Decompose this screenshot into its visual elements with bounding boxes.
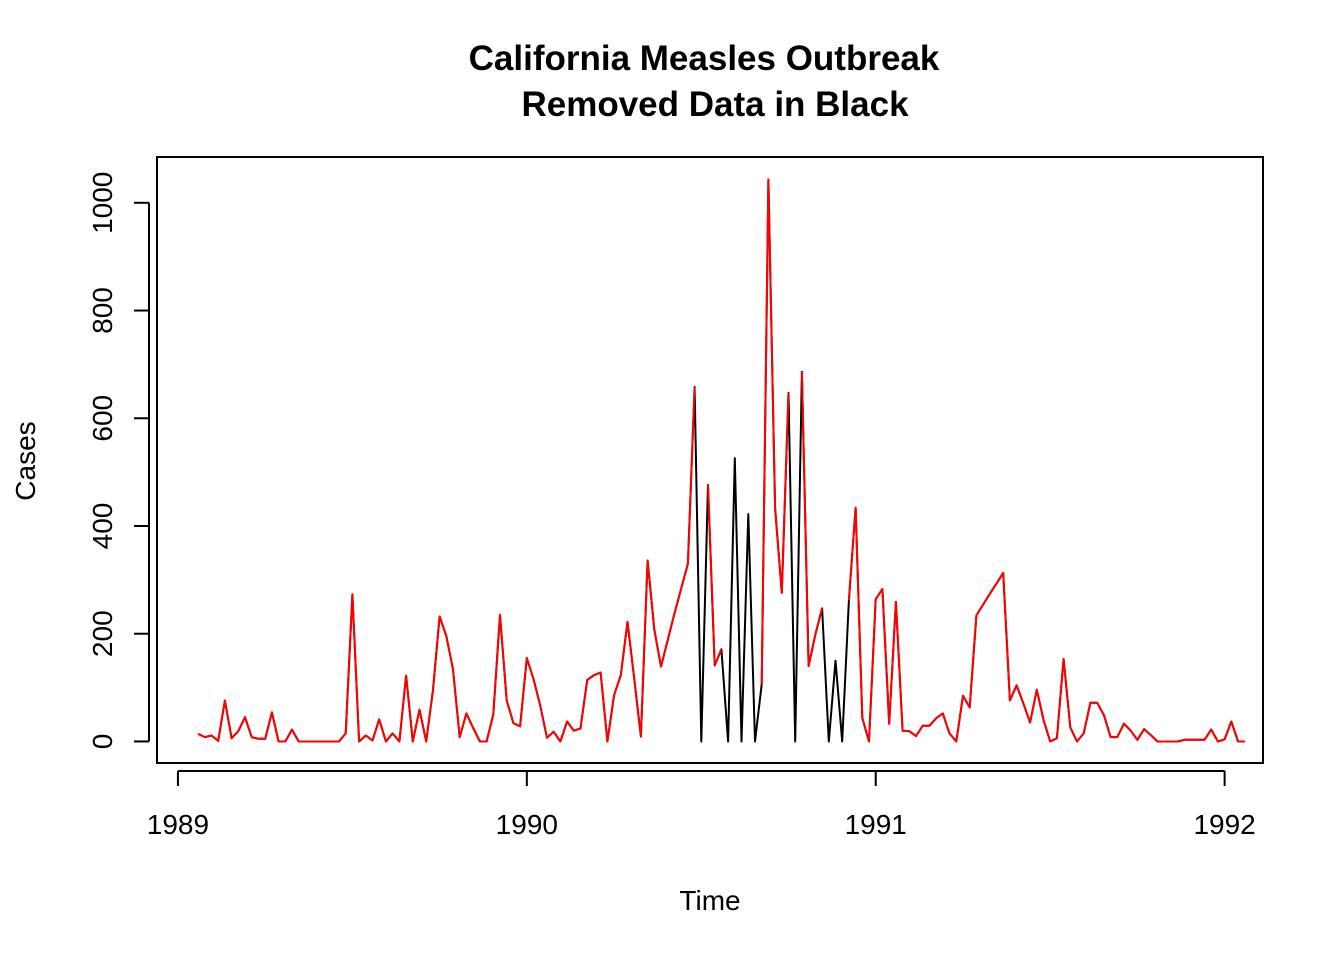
x-axis: 1989 1990 1991 1992 <box>147 770 1256 840</box>
y-tick-label: 600 <box>87 395 118 442</box>
x-tick-label: 1992 <box>1193 809 1255 840</box>
series-line-2 <box>197 178 1245 743</box>
y-axis-title: Cases <box>10 421 41 500</box>
x-tick-label: 1990 <box>496 809 558 840</box>
plot-area-border <box>156 156 1264 764</box>
x-tick-label: 1991 <box>845 809 907 840</box>
y-tick-label: 800 <box>87 287 118 334</box>
y-axis: 0 200 400 600 800 1000 <box>87 172 150 750</box>
chart-title-line-2: Removed Data in Black <box>521 85 909 124</box>
y-tick-label: 400 <box>87 503 118 550</box>
x-axis-title: Time <box>679 885 740 916</box>
y-tick-label: 0 <box>87 734 118 750</box>
y-tick-label: 200 <box>87 610 118 657</box>
y-tick-label: 1000 <box>87 172 118 234</box>
x-tick-label: 1989 <box>147 809 209 840</box>
chart-title-line-1: California Measles Outbreak <box>469 39 940 78</box>
series-layer <box>197 178 1245 743</box>
